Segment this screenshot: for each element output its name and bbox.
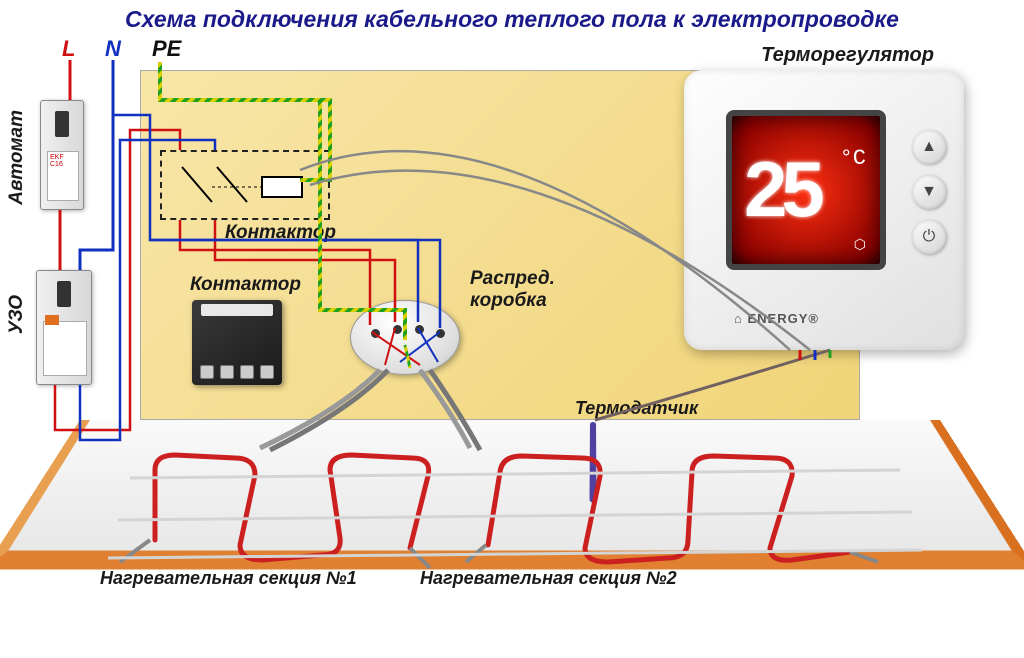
thermostat-up-button[interactable]: ▲ — [912, 130, 946, 164]
thermostat-unit: °C — [840, 146, 866, 171]
floor-surface — [0, 420, 1024, 569]
label-N: N — [105, 36, 121, 62]
label-PE: PE — [152, 36, 181, 62]
label-uzo: УЗО — [6, 295, 28, 334]
thermostat-brand: ⌂ ENERGY® — [734, 311, 819, 326]
label-thermosensor: Термодатчик — [575, 398, 698, 419]
rcd-device — [36, 270, 92, 385]
thermostat-down-button[interactable]: ▼ — [912, 175, 946, 209]
thermo-sensor — [589, 422, 596, 503]
label-jbox2: коробка — [470, 290, 547, 312]
contactor-device — [192, 300, 282, 385]
label-jbox1: Распред. — [470, 268, 555, 290]
label-contactor-device: Контактор — [190, 274, 301, 296]
circuit-breaker: EKFC16 — [40, 100, 84, 210]
thermostat-power-button[interactable]: ⏻ — [912, 220, 946, 254]
thermostat-screen: 25 °C ⬡ — [726, 110, 886, 270]
diagram-title: Схема подключения кабельного теплого пол… — [0, 6, 1024, 33]
junction-box — [350, 300, 460, 375]
label-section2: Нагревательная секция №2 — [420, 568, 677, 589]
label-L: L — [62, 36, 75, 62]
thermostat-temperature: 25 — [744, 144, 819, 235]
contactor-schematic — [160, 150, 330, 220]
label-thermoregulator: Терморегулятор — [761, 44, 934, 67]
thermostat-device: 25 °C ⬡ ▲ ▼ ⏻ ⌂ ENERGY® — [684, 70, 964, 350]
label-contactor-schematic: Контактор — [225, 222, 336, 244]
label-section1: Нагревательная секция №1 — [100, 568, 357, 589]
label-automat: Автомат — [6, 110, 28, 205]
